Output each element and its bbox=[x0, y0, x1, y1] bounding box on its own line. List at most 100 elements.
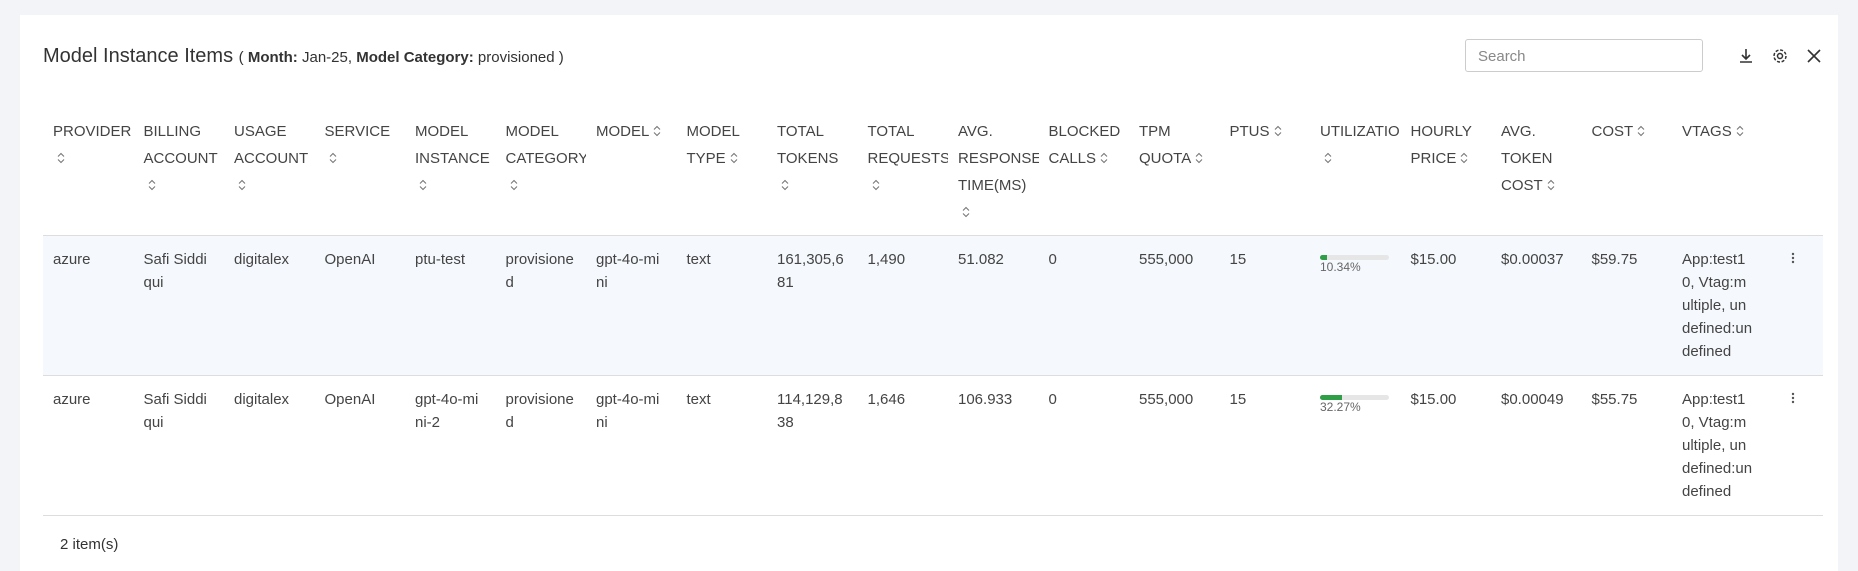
column-header[interactable]: UTILIZATIO bbox=[1310, 113, 1401, 235]
settings-icon[interactable] bbox=[1771, 47, 1789, 65]
sort-icon[interactable] bbox=[238, 173, 246, 200]
sort-icon[interactable] bbox=[510, 173, 518, 200]
table-cell: azure bbox=[53, 390, 91, 408]
title-block: Model Instance Items ( Month: Jan-25, Mo… bbox=[43, 45, 564, 68]
column-header[interactable]: AVG. TOKEN COST bbox=[1491, 113, 1582, 235]
table-cell: OpenAI bbox=[324, 250, 376, 268]
search-input[interactable]: Search bbox=[1465, 39, 1703, 72]
column-header[interactable]: BLOCKED CALLS bbox=[1039, 113, 1130, 235]
download-icon[interactable] bbox=[1737, 47, 1755, 65]
column-title: AVG. RESPONSE TIME(MS) bbox=[958, 123, 1039, 194]
table-cell: 10.34% bbox=[1310, 235, 1401, 375]
column-title: MODEL TYPE bbox=[686, 123, 740, 167]
sort-icon[interactable] bbox=[148, 173, 156, 200]
column-title: BLOCKED CALLS bbox=[1048, 123, 1121, 167]
table-cell: gpt-4o-mini bbox=[596, 390, 660, 431]
sort-icon[interactable] bbox=[872, 173, 880, 200]
sort-icon[interactable] bbox=[1736, 119, 1744, 146]
table-cell: $0.00037 bbox=[1501, 250, 1564, 268]
column-title: MODEL CATEGORY bbox=[505, 123, 587, 167]
table-cell: 555,000 bbox=[1139, 390, 1194, 408]
column-header[interactable]: TPM QUOTA bbox=[1129, 113, 1220, 235]
sort-icon[interactable] bbox=[419, 173, 427, 200]
column-title: USAGE ACCOUNT bbox=[234, 123, 309, 167]
item-count: 2 item(s) bbox=[60, 536, 119, 553]
table-cell: 106.933 bbox=[958, 390, 1013, 408]
paren: ) bbox=[558, 49, 564, 66]
column-header[interactable]: SERVICE bbox=[315, 113, 406, 235]
column-title: SERVICE bbox=[324, 123, 391, 140]
table-cell: OpenAI bbox=[324, 390, 376, 408]
table-cell: App:test10, Vtag:multiple, undefined:und… bbox=[1682, 390, 1753, 500]
column-title: AVG. TOKEN COST bbox=[1501, 123, 1553, 194]
table-cell: 1,490 bbox=[867, 250, 906, 268]
column-header[interactable]: BILLING ACCOUNT bbox=[134, 113, 225, 235]
table-cell: $59.75 bbox=[1591, 250, 1638, 268]
filters: ( Month: Jan-25, Model Category: provisi… bbox=[239, 49, 564, 66]
sort-icon[interactable] bbox=[781, 173, 789, 200]
column-title: MODEL bbox=[596, 123, 650, 140]
column-header[interactable]: MODEL TYPE bbox=[677, 113, 768, 235]
sort-icon[interactable] bbox=[1195, 146, 1203, 173]
column-header[interactable]: VTAGS bbox=[1672, 113, 1763, 235]
progress-bar bbox=[1320, 254, 1328, 260]
column-header[interactable]: USAGE ACCOUNT bbox=[224, 113, 315, 235]
table-cell: 0 bbox=[1048, 250, 1057, 268]
filter-value: provisioned bbox=[477, 49, 555, 66]
row-actions[interactable] bbox=[1763, 235, 1824, 375]
column-header[interactable]: PTUS bbox=[1220, 113, 1311, 235]
sort-icon[interactable] bbox=[57, 146, 65, 173]
sort-icon[interactable] bbox=[653, 119, 661, 146]
column-header[interactable]: AVG. RESPONSE TIME(MS) bbox=[948, 113, 1039, 235]
column-title: COST bbox=[1591, 123, 1634, 140]
progress-track bbox=[1320, 394, 1389, 400]
column-title: HOURLY PRICE bbox=[1410, 123, 1472, 167]
column-header[interactable]: MODEL INSTANCE bbox=[405, 113, 496, 235]
table-cell: $55.75 bbox=[1591, 390, 1638, 408]
column-header[interactable]: HOURLY PRICE bbox=[1401, 113, 1492, 235]
table-cell: $15.00 bbox=[1410, 250, 1457, 268]
kebab-icon[interactable] bbox=[1791, 252, 1795, 264]
table: PROVIDER BILLING ACCOUNT USAGE ACCOUNT SERV… bbox=[43, 113, 1823, 516]
column-header[interactable]: TOTAL REQUESTS bbox=[858, 113, 948, 235]
kebab-icon[interactable] bbox=[1791, 392, 1795, 404]
table-cell: digitalex bbox=[234, 390, 290, 408]
column-title: MODEL INSTANCE bbox=[415, 123, 490, 167]
panel: Model Instance Items ( Month: Jan-25, Mo… bbox=[20, 15, 1838, 571]
table-cell: text bbox=[686, 390, 711, 408]
column-title: TOTAL TOKENS bbox=[777, 123, 839, 167]
filter-label: Model Category: bbox=[356, 49, 474, 66]
title: Model Instance Items bbox=[43, 45, 234, 67]
column-header[interactable]: COST bbox=[1582, 113, 1673, 235]
sort-icon[interactable] bbox=[1274, 119, 1282, 146]
column-header[interactable]: TOTAL TOKENS bbox=[767, 113, 858, 235]
progress-bar bbox=[1320, 394, 1343, 400]
column-title: VTAGS bbox=[1682, 123, 1732, 140]
header-row: PROVIDER BILLING ACCOUNT USAGE ACCOUNT SERV… bbox=[43, 113, 1823, 236]
sort-icon[interactable] bbox=[962, 200, 970, 227]
sort-icon[interactable] bbox=[1324, 146, 1332, 173]
table-cell: 15 bbox=[1229, 250, 1247, 268]
table-cell: 161,305,681 bbox=[777, 250, 844, 291]
table-cell: Safi Siddiqui bbox=[143, 390, 207, 431]
column-header[interactable]: PROVIDER bbox=[43, 113, 134, 235]
table-cell: 1,646 bbox=[867, 390, 906, 408]
sort-icon[interactable] bbox=[1100, 146, 1108, 173]
table-cell: provisioned bbox=[505, 250, 574, 291]
table-cell: ptu-test bbox=[415, 250, 466, 268]
table-row: azure Safi Siddiqui digitalex OpenAI gpt-4o-… bbox=[43, 375, 1824, 516]
table-cell: 114,129,838 bbox=[777, 390, 843, 431]
separator: , bbox=[347, 49, 353, 66]
sort-icon[interactable] bbox=[1637, 119, 1645, 146]
sort-icon[interactable] bbox=[1460, 146, 1468, 173]
close-icon[interactable] bbox=[1805, 47, 1823, 65]
utilization-label: 32.27% bbox=[1320, 399, 1361, 414]
table-cell: $0.00049 bbox=[1501, 390, 1564, 408]
table-cell: gpt-4o-mini bbox=[596, 250, 660, 291]
sort-icon[interactable] bbox=[329, 146, 337, 173]
column-header[interactable]: MODEL CATEGORY bbox=[496, 113, 587, 235]
column-header[interactable]: MODEL bbox=[586, 113, 677, 235]
sort-icon[interactable] bbox=[1547, 173, 1555, 200]
row-actions[interactable] bbox=[1763, 375, 1824, 515]
sort-icon[interactable] bbox=[730, 146, 738, 173]
